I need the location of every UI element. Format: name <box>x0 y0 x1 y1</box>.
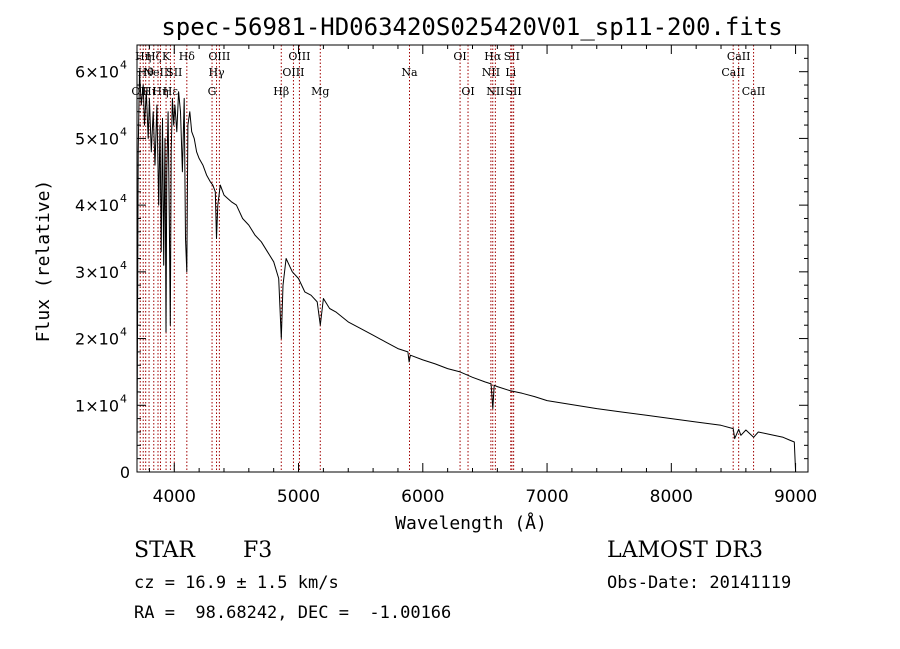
spectral-line-label: Hα <box>484 50 502 63</box>
spectral-line-label: SII <box>504 50 520 63</box>
coordinates-text: RA = 98.68242, DEC = -1.00166 <box>134 603 452 623</box>
y-tick-exponent: 4 <box>120 392 127 405</box>
y-tick-exponent: 4 <box>120 259 127 272</box>
y-tick-exponent: 4 <box>120 192 127 205</box>
spectral-line-label: Hθ <box>138 66 155 79</box>
plot-frame <box>136 44 809 473</box>
y-tick-label: 3×10 <box>75 263 119 282</box>
spectral-line-label: Hε <box>163 85 179 98</box>
object-class: STAR <box>134 538 195 563</box>
spectral-line-label: CaII <box>721 66 745 79</box>
y-tick-label: 4×10 <box>75 196 119 215</box>
spectral-line-label: SII <box>166 66 182 79</box>
y-axis-label: Flux (relative) <box>33 180 54 343</box>
spectral-line-label: NII <box>482 66 500 79</box>
spectral-line-label: Hη <box>152 85 168 98</box>
x-tick-label: 6000 <box>401 487 444 507</box>
spectral-line-label: OIII <box>208 50 230 63</box>
spectral-line-label: Hζ <box>146 50 162 63</box>
chart-title: spec-56981-HD063420S025420V01_sp11-200.f… <box>161 13 782 41</box>
spectral-line-label: OIII <box>288 50 310 63</box>
x-axis-label: Wavelength (Å) <box>395 512 547 534</box>
spectral-line-label: OI <box>453 50 466 63</box>
spectral-line-label: SII <box>506 85 522 98</box>
y-tick-exponent: 4 <box>120 326 127 339</box>
y-tick-label: 5×10 <box>75 129 119 148</box>
spectral-line-label: K <box>162 50 171 63</box>
x-tick-label: 5000 <box>277 487 320 507</box>
spectral-line-label: Hι <box>142 85 156 98</box>
spectral-line-label: CaII <box>727 50 751 63</box>
y-tick-label: 2×10 <box>75 330 119 349</box>
spectral-line-label: OI <box>461 85 474 98</box>
spectral-line-label: Li <box>505 66 516 79</box>
y-tick-label: 6×10 <box>75 63 119 82</box>
y-tick-exponent: 4 <box>120 59 127 72</box>
survey-name: LAMOST DR3 <box>607 538 763 563</box>
spectral-line-label: Hδ <box>179 50 196 63</box>
observation-date: Obs-Date: 20141119 <box>607 573 792 593</box>
spectral-line-label: Na <box>401 66 418 79</box>
y-tick-exponent: 4 <box>120 125 127 138</box>
spectral-line-label: OIII <box>282 66 304 79</box>
x-tick-label: 8000 <box>650 487 693 507</box>
spectral-line-label: Hη <box>135 50 151 63</box>
y-tick-label: 0 <box>120 463 130 482</box>
spectral-line-label: NeIII <box>143 66 172 79</box>
spectral-line-label: NII <box>486 85 504 98</box>
subclass: F3 <box>243 538 273 563</box>
spectrum-line <box>136 71 797 473</box>
spectral-line-label: G <box>208 85 217 98</box>
spectral-line-label: Hβ <box>273 85 289 98</box>
y-tick-label: 1×10 <box>75 396 119 415</box>
x-tick-label: 7000 <box>525 487 568 507</box>
spectral-line-label: Hγ <box>208 66 225 79</box>
x-tick-label: 9000 <box>774 487 817 507</box>
spectral-line-label: Mg <box>311 85 329 98</box>
redshift-text: cz = 16.9 ± 1.5 km/s <box>134 573 339 593</box>
spectral-line-label: CaII <box>742 85 766 98</box>
x-tick-label: 4000 <box>153 487 196 507</box>
